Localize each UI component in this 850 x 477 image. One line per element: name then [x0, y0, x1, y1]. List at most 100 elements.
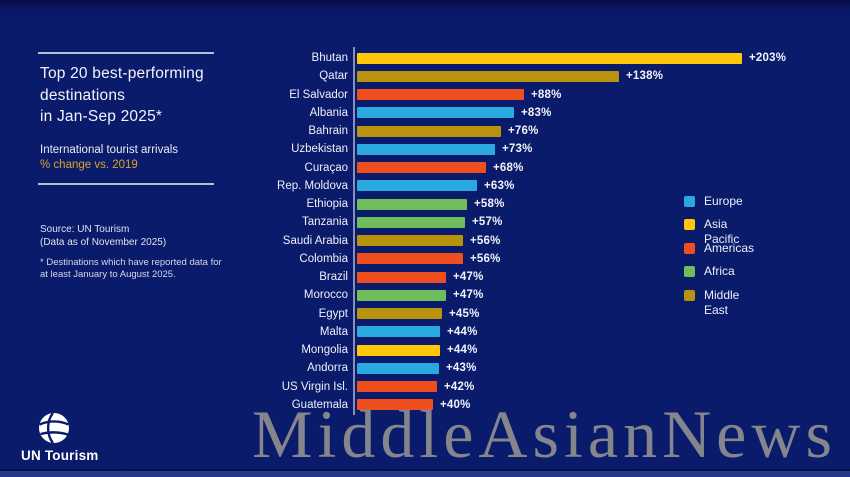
bar-label: Guatemala	[291, 398, 348, 411]
bar	[357, 162, 486, 174]
bar-value: +88%	[531, 88, 562, 101]
bar-value: +57%	[472, 216, 503, 229]
legend-label: Europe	[704, 194, 743, 208]
bar	[357, 216, 465, 228]
bar-label: El Salvador	[289, 88, 348, 101]
bar	[357, 52, 742, 64]
bar-label: Qatar	[319, 70, 348, 83]
bar-label: Saudi Arabia	[282, 234, 348, 247]
bar-row: US Virgin Isl. +42%	[0, 378, 850, 396]
bar	[357, 381, 437, 393]
bar-row: Egypt +45%	[0, 305, 850, 323]
bar-row: Colombia +56%	[0, 250, 850, 268]
bar	[357, 70, 619, 82]
bar-value: +42%	[444, 380, 475, 393]
bar-row: Guatemala +40%	[0, 396, 850, 414]
bar-value: +56%	[470, 252, 501, 265]
bar	[357, 308, 442, 320]
legend-label: Americas	[704, 240, 755, 255]
bar-value: +47%	[453, 289, 484, 302]
bar-label: Mongolia	[301, 344, 348, 357]
panel-divider-bottom	[38, 183, 214, 185]
bar-row: Tanzania +57%	[0, 213, 850, 231]
bar-label: Colombia	[299, 252, 348, 265]
bar-row: El Salvador +88%	[0, 86, 850, 104]
bar-value: +43%	[446, 362, 477, 375]
bar-row: Malta +44%	[0, 323, 850, 341]
bar-label: Albania	[309, 106, 348, 119]
top-edge-shade	[0, 0, 850, 9]
panel-metric-note: % change vs. 2019	[40, 159, 138, 171]
bar	[357, 399, 433, 411]
chart-axis-line	[353, 47, 355, 415]
bar	[357, 271, 446, 283]
bar-value: +63%	[484, 179, 515, 192]
bar	[357, 89, 524, 101]
bar-label: Bhutan	[311, 52, 348, 64]
legend-swatch-icon	[684, 196, 695, 207]
bar-label: Rep. Moldova	[277, 179, 348, 192]
legend-label: Asia Pacific	[704, 217, 740, 247]
bar-value: +58%	[474, 198, 505, 211]
legend-swatch-icon	[684, 242, 695, 254]
bar-value: +203%	[749, 52, 787, 64]
bar-label: Tanzania	[301, 216, 348, 229]
bar-row: Qatar +138%	[0, 67, 850, 85]
bar-value: +44%	[447, 325, 478, 338]
bar	[357, 362, 439, 374]
bar-value: +68%	[493, 161, 524, 174]
bar-row: Curaçao +68%	[0, 159, 850, 177]
legend-label: Africa	[704, 264, 735, 279]
panel-divider-top	[38, 52, 214, 54]
bar-row: Albania +83%	[0, 104, 850, 122]
bar	[357, 235, 463, 247]
bar-value: +83%	[521, 106, 552, 119]
bar-value: +138%	[626, 70, 664, 83]
bar-value: +47%	[453, 271, 484, 284]
watermark-text: MiddleAsianNews	[252, 396, 837, 472]
source-note: Source: UN Tourism (Data as of November …	[40, 224, 167, 248]
bar-label: Andorra	[307, 362, 348, 375]
bar-row: Andorra +43%	[0, 359, 850, 377]
bar-row: Brazil +47%	[0, 268, 850, 286]
bar-label: Bahrain	[308, 125, 348, 138]
bar-label: Uzbekistan	[291, 143, 348, 156]
page-title: Top 20 best-performing destinations in J…	[40, 65, 204, 125]
bottom-edge-strip	[0, 469, 850, 477]
bar	[357, 344, 440, 356]
bar-label: Malta	[319, 325, 348, 338]
bar-label: Brazil	[319, 271, 348, 284]
bar-label: Morocco	[303, 289, 348, 302]
bar-value: +73%	[502, 143, 533, 156]
bar-value: +76%	[508, 125, 539, 138]
un-tourism-wordmark: UN Tourism	[21, 448, 99, 463]
bar-value: +40%	[440, 398, 471, 411]
bar	[357, 198, 467, 210]
legend-label: Middle East	[704, 287, 740, 317]
bar-row: Mongolia +44%	[0, 341, 850, 359]
bar-row: Bahrain +76%	[0, 122, 850, 140]
bar-label: US Virgin Isl.	[281, 380, 348, 393]
un-tourism-logo-icon	[39, 412, 69, 444]
bar	[357, 143, 495, 155]
bar	[357, 326, 440, 338]
legend-swatch-icon	[684, 289, 695, 301]
bar-label: Curaçao	[304, 161, 348, 174]
bar-row: Ethiopia +58%	[0, 195, 850, 213]
bar	[357, 289, 446, 301]
bar-row: Uzbekistan +73%	[0, 140, 850, 158]
bar-value: +45%	[449, 307, 480, 320]
footnote: * Destinations which have reported data …	[40, 257, 222, 280]
bar-label: Egypt	[318, 307, 348, 320]
legend-swatch-icon	[684, 266, 695, 278]
panel-subtitle: International tourist arrivals	[40, 144, 179, 156]
bar-label: Ethiopia	[306, 198, 348, 211]
bar-row: Morocco +47%	[0, 286, 850, 304]
bar	[357, 180, 477, 192]
bar	[357, 253, 463, 265]
bar-row: Bhutan +203%	[0, 49, 850, 67]
bar-row: Rep. Moldova +63%	[0, 177, 850, 195]
bar	[357, 107, 514, 119]
legend-swatch-icon	[684, 219, 695, 231]
